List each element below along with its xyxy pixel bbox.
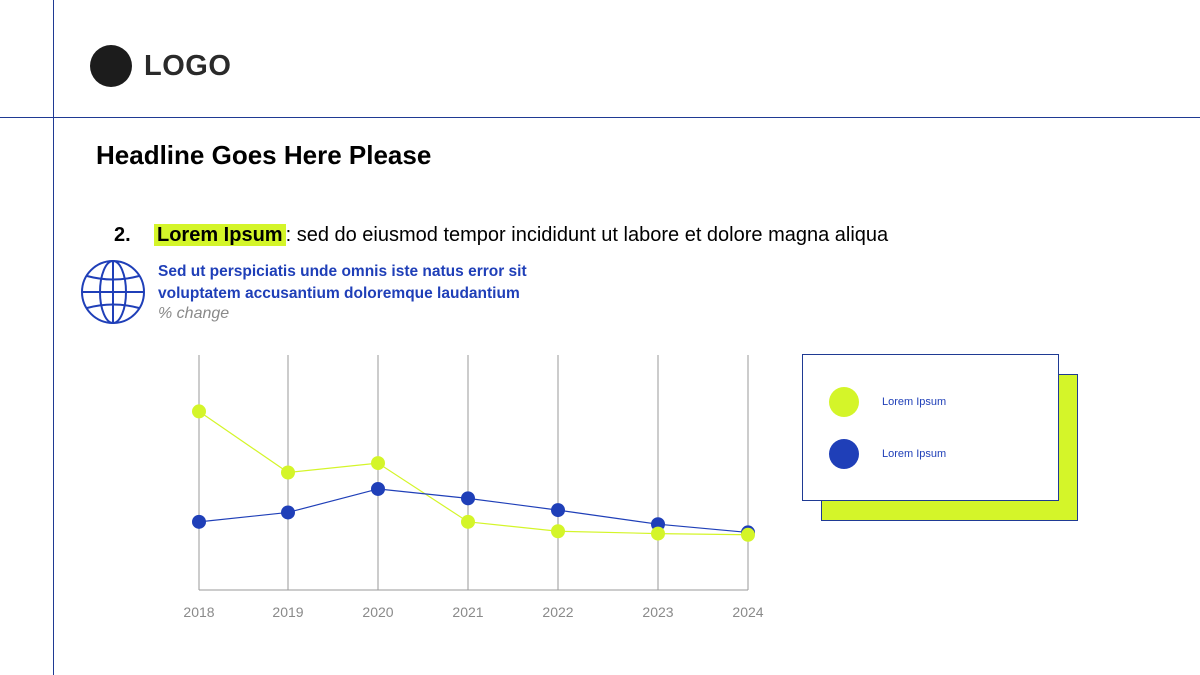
x-tick-label-2020: 2020 <box>362 604 393 620</box>
series-1-point-2024 <box>741 527 755 542</box>
x-tick-label-2023: 2023 <box>642 604 673 620</box>
point-term: Lorem Ipsum <box>154 224 286 246</box>
numbered-point: 2. Lorem Ipsum: sed do eiusmod tempor inc… <box>114 224 888 247</box>
logo-circle-icon <box>90 45 132 87</box>
point-text: : sed do eiusmod tempor incididunt ut la… <box>285 224 889 246</box>
legend-swatch-2 <box>829 439 859 469</box>
x-tick-label-2018: 2018 <box>183 604 214 620</box>
series-1-point-2020 <box>371 456 385 471</box>
x-tick-label-2024: 2024 <box>732 604 763 620</box>
chart-title: Sed ut perspiciatis unde omnis iste natu… <box>158 261 527 305</box>
legend-swatch-1 <box>829 387 859 417</box>
x-tick-label-2021: 2021 <box>452 604 483 620</box>
globe-icon <box>81 260 145 324</box>
vertical-rule <box>53 0 54 675</box>
series-2-point-2022 <box>551 503 565 518</box>
legend-item-1: Lorem Ipsum <box>829 387 946 417</box>
legend-label-2: Lorem Ipsum <box>882 448 947 460</box>
line-chart: 2018 2019 2020 2021 2022 2023 2024 <box>183 355 764 620</box>
logo: LOGO <box>90 45 231 87</box>
series-2-point-2020 <box>371 481 385 496</box>
series-1-point-2022 <box>551 524 565 539</box>
series-2-point-2018 <box>192 514 206 529</box>
series-1-point-2018 <box>192 404 206 419</box>
legend: Lorem Ipsum Lorem Ipsum <box>802 354 1059 501</box>
horizontal-rule <box>0 117 1200 118</box>
legend-item-2: Lorem Ipsum <box>829 439 946 469</box>
chart-title-line-2: voluptatem accusantium doloremque laudan… <box>158 285 520 302</box>
series-1-point-2023 <box>651 526 665 541</box>
series-1-point-2019 <box>281 465 295 480</box>
x-tick-label-2022: 2022 <box>542 604 573 620</box>
chart-subtitle: % change <box>158 305 230 322</box>
chart-title-line-1: Sed ut perspiciatis unde omnis iste natu… <box>158 263 527 280</box>
series-2-point-2019 <box>281 505 295 520</box>
logo-text: LOGO <box>144 49 232 82</box>
series-1-point-2021 <box>461 514 475 529</box>
point-number: 2. <box>114 224 131 246</box>
x-tick-label-2019: 2019 <box>272 604 303 620</box>
series-2-point-2021 <box>461 491 475 506</box>
page-title: Headline Goes Here Please <box>96 140 432 170</box>
legend-label-1: Lorem Ipsum <box>882 396 947 408</box>
